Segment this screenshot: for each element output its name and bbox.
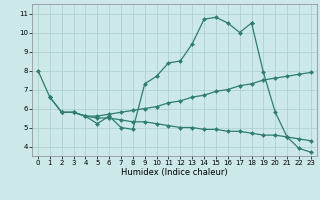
X-axis label: Humidex (Indice chaleur): Humidex (Indice chaleur) [121,168,228,177]
